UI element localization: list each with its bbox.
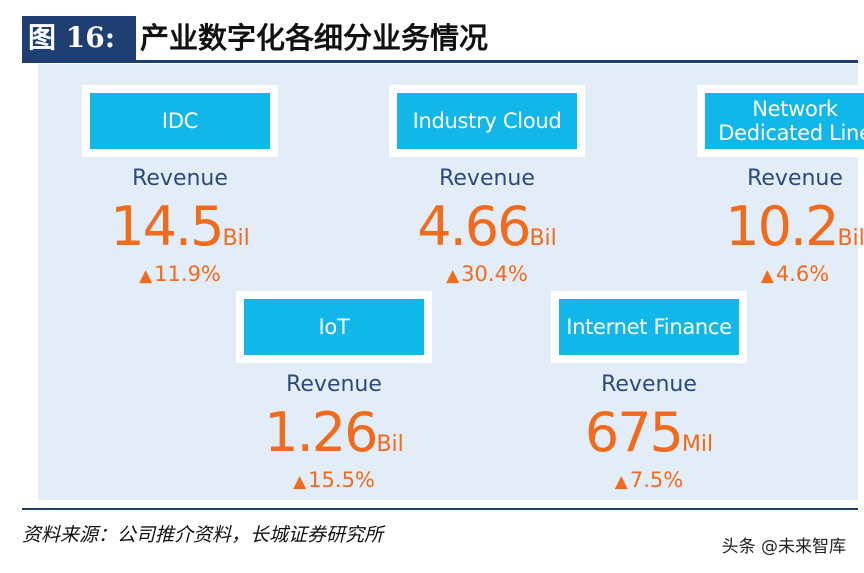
watermark: 头条 @未来智库 [721, 537, 846, 557]
growth-rate: ▲7.5% [499, 467, 799, 495]
business-name-box: IoT [236, 291, 432, 363]
business-card: Industry Cloud Revenue 4.66Bil ▲30.4% [337, 85, 637, 289]
arrow-up-icon: ▲ [293, 472, 307, 492]
growth-rate: ▲11.9% [30, 261, 330, 289]
revenue-unit: Bil [529, 226, 557, 251]
revenue-value: 4.66 [417, 195, 531, 258]
revenue-value: 1.26 [264, 401, 378, 464]
business-name-box: Network Dedicated Line [697, 85, 864, 157]
arrow-up-icon: ▲ [614, 472, 628, 492]
business-card: IDC Revenue 14.5Bil ▲11.9% [30, 85, 330, 289]
growth-value: 4.6% [775, 262, 830, 286]
revenue-value: 10.2 [725, 195, 839, 258]
business-card: IoT Revenue 1.26Bil ▲15.5% [184, 291, 484, 495]
revenue-value: 14.5 [110, 195, 224, 258]
growth-value: 7.5% [629, 468, 684, 492]
business-name-box: IDC [82, 85, 278, 157]
revenue-unit: Bil [376, 432, 404, 457]
growth-rate: ▲15.5% [184, 467, 484, 495]
growth-value: 11.9% [154, 262, 221, 286]
business-name: IDC [90, 93, 270, 149]
metric-label: Revenue [601, 372, 697, 397]
arrow-up-icon: ▲ [760, 266, 774, 286]
business-name-box: Industry Cloud [389, 85, 585, 157]
business-card: Network Dedicated LineRevenue10.2Bil▲4.6… [645, 85, 864, 289]
revenue-value-line: 10.2Bil [645, 195, 864, 259]
business-name: Industry Cloud [397, 93, 577, 149]
metric-label: Revenue [747, 166, 843, 191]
footer-divider [22, 508, 858, 510]
arrow-up-icon: ▲ [446, 266, 460, 286]
business-name: Internet Finance [559, 299, 739, 355]
revenue-value-line: 14.5Bil [30, 195, 330, 259]
business-panel: IDC Revenue 14.5Bil ▲11.9% Industry Cloud Rev… [38, 64, 864, 500]
revenue-unit: Bil [837, 226, 864, 251]
figure-title: 产业数字化各细分业务情况 [140, 21, 489, 55]
metric-label: Revenue [439, 166, 535, 191]
metric-label: Revenue [132, 166, 228, 191]
business-name-box: Internet Finance [551, 291, 747, 363]
revenue-value-line: 4.66Bil [337, 195, 637, 259]
figure-label: 图 16: [22, 16, 136, 60]
growth-value: 30.4% [461, 262, 528, 286]
header-divider [22, 60, 858, 63]
revenue-value-line: 675Mil [499, 401, 799, 465]
business-name: Network Dedicated Line [705, 93, 864, 149]
growth-rate: ▲4.6% [645, 261, 864, 289]
source-note: 资料来源：公司推介资料，长城证券研究所 [22, 524, 384, 546]
arrow-up-icon: ▲ [139, 266, 153, 286]
metric-label: Revenue [286, 372, 382, 397]
business-name: IoT [244, 299, 424, 355]
revenue-unit: Mil [681, 432, 714, 457]
revenue-value: 675 [584, 401, 684, 464]
growth-value: 15.5% [308, 468, 375, 492]
business-card: Internet Finance Revenue 675Mil ▲7.5% [499, 291, 799, 495]
growth-rate: ▲30.4% [337, 261, 637, 289]
revenue-unit: Bil [222, 226, 250, 251]
revenue-value-line: 1.26Bil [184, 401, 484, 465]
figure-header: 图 16: 产业数字化各细分业务情况 [22, 16, 858, 63]
